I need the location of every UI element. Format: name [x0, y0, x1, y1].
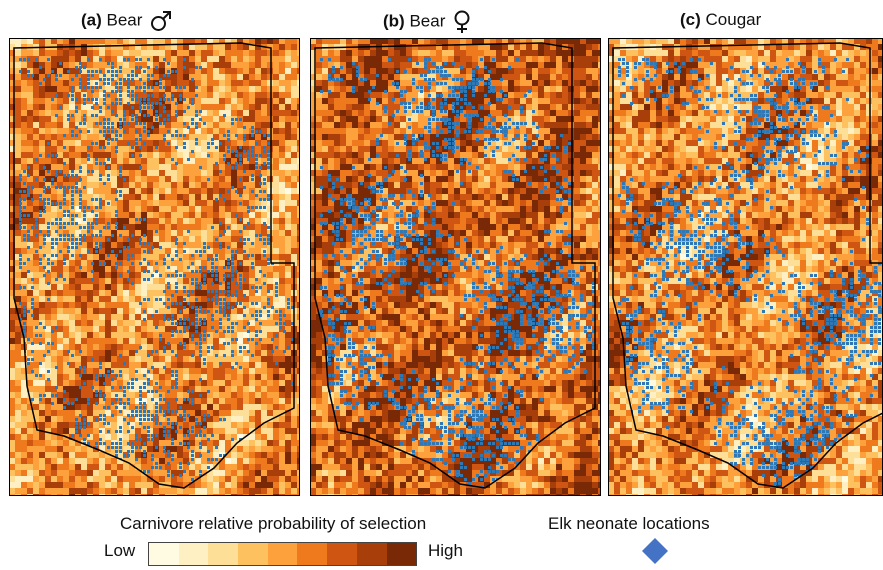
map-panel-b — [310, 38, 601, 496]
ramp-swatch — [178, 543, 209, 565]
panel-letter-a: (a) — [81, 10, 102, 30]
panel-letter-b: (b) — [383, 11, 405, 31]
map-panel-a — [9, 38, 300, 496]
ramp-swatch — [208, 543, 239, 565]
map-frame — [9, 38, 300, 496]
map-frame — [310, 38, 601, 496]
ramp-swatch — [238, 543, 268, 565]
panel-title-c: (c) Cougar — [680, 10, 761, 30]
selection-legend-title: Carnivore relative probability of select… — [120, 514, 427, 533]
map-raster-c — [608, 38, 883, 496]
panel-name-b: Bear — [409, 11, 446, 31]
map-raster-b — [310, 38, 601, 496]
panel-title-a: (a) Bear — [81, 10, 172, 32]
map-panel-c — [608, 38, 883, 496]
neonate-legend-title: Elk neonate locations — [548, 514, 710, 533]
panel-name-a: Bear — [106, 10, 143, 30]
panel-name-c: Cougar — [705, 10, 762, 29]
study-area-boundary — [314, 42, 596, 489]
male-symbol-icon — [151, 11, 172, 31]
ramp-swatch — [267, 543, 298, 565]
ramp-swatch — [327, 543, 357, 565]
color-ramp — [148, 542, 418, 566]
legend-high-label: High — [428, 541, 463, 560]
ramp-swatch — [386, 543, 417, 565]
panel-title-b: (b) Bear — [383, 10, 471, 34]
ramp-swatch — [149, 543, 179, 565]
legend-low-label: Low — [104, 541, 136, 560]
study-area-boundary — [612, 42, 883, 489]
map-raster-a — [9, 38, 300, 496]
female-symbol-icon — [454, 10, 470, 33]
ramp-swatch — [356, 543, 387, 565]
ramp-swatch — [297, 543, 328, 565]
study-area-boundary — [13, 42, 295, 489]
panel-letter-c: (c) — [680, 10, 701, 29]
neonate-diamond-icon — [642, 538, 668, 564]
